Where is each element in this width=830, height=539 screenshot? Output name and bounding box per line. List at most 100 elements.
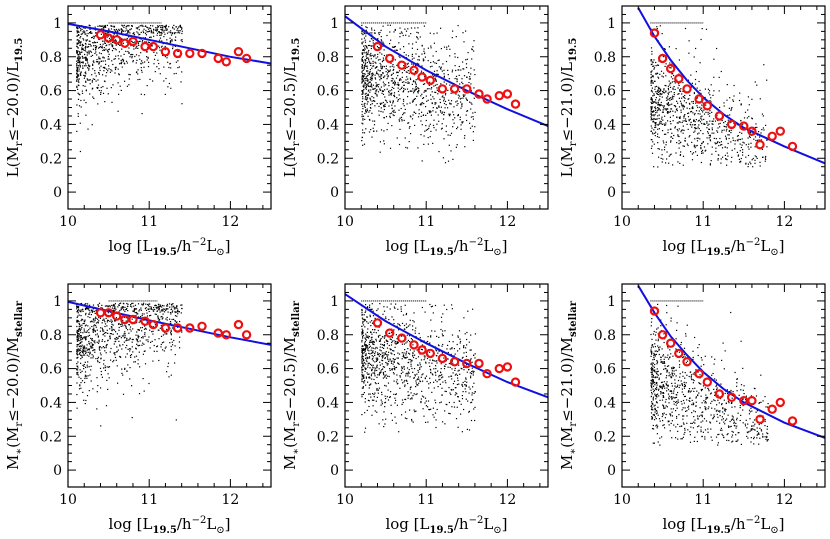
scatter-point [402,382,404,384]
scatter-point [465,114,467,116]
scatter-point [125,325,127,327]
scatter-point [102,92,105,94]
scatter-point [115,359,117,361]
scatter-point [103,28,105,30]
scatter-point [78,105,81,107]
scatter-point [691,126,693,128]
scatter-point [93,341,95,343]
scatter-point [99,61,101,63]
scatter-point [126,41,128,43]
scatter-point [375,400,377,402]
scatter-point [363,68,365,70]
scatter-point [118,329,120,331]
scatter-point [739,92,741,94]
scatter-point [381,355,383,357]
scatter-point [698,124,700,126]
scatter-point [420,401,422,404]
scatter-point [169,37,171,39]
scatter-point [109,338,111,340]
scatter-point [410,133,412,135]
scatter-point [683,96,685,98]
scatter-point [391,46,394,48]
scatter-point [425,125,427,127]
scatter-point [76,32,78,34]
scatter-point [755,123,757,125]
scatter-point [116,338,118,340]
scatter-point [657,124,660,126]
scatter-point [650,60,652,62]
scatter-point [369,321,371,323]
scatter-point [372,42,374,44]
scatter-point [87,335,89,337]
scatter-point [79,352,81,354]
scatter-point [654,125,656,127]
scatter-point [362,41,364,43]
scatter-point [417,384,419,386]
scatter-point [366,372,368,374]
scatter-point [458,95,461,97]
scatter-point [651,80,653,82]
scatter-point [126,307,128,310]
scatter-point [652,75,654,77]
scatter-point [417,87,419,89]
scatter-point [430,88,432,90]
scatter-point [142,304,144,306]
scatter-point [401,81,404,83]
scatter-point [398,143,401,146]
scatter-point [372,329,374,331]
scatter-point [85,351,87,353]
scatter-point [404,384,406,386]
scatter-point [428,88,430,90]
scatter-point [652,82,654,84]
scatter-point [667,89,670,91]
scatter-point [130,28,132,30]
scatter-point [651,102,653,105]
scatter-point [393,46,395,48]
scatter-point [145,41,148,43]
scatter-point [150,314,152,316]
scatter-point [681,93,683,95]
scatter-point [407,361,409,364]
scatter-point [366,75,368,77]
scatter-point [158,359,160,362]
scatter-point [93,327,95,329]
scatter-point [690,121,692,123]
scatter-point [708,123,710,125]
binned-point [233,319,244,330]
scatter-point [380,36,382,38]
scatter-point [362,119,364,121]
scatter-point [96,391,98,393]
scatter-point [382,419,384,421]
scatter-point [118,311,120,313]
scatter-point [88,51,90,53]
scatter-point [435,349,437,351]
scatter-point [457,126,459,128]
scatter-point [150,29,152,31]
scatter-point [87,351,89,353]
scatter-point [76,338,78,340]
scatter-point [461,103,463,105]
scatter-point [121,38,123,40]
scatter-point [687,116,690,118]
scatter-point [373,378,375,381]
scatter-point [702,102,704,104]
scatter-point [663,108,665,110]
scatter-point [80,347,82,349]
binned-point [674,73,684,84]
scatter-point [91,311,93,313]
scatter-point [153,307,155,309]
scatter-point [164,333,166,335]
scatter-point [650,80,652,82]
scatter-point [78,330,80,333]
scatter-point [432,407,434,409]
scatter-point [113,58,115,60]
scatter-point [673,105,675,107]
scatter-point [653,93,655,95]
scatter-point [147,303,149,306]
scatter-point [76,325,78,328]
scatter-point [697,137,699,139]
scatter-point [448,114,450,116]
scatter-point [711,111,713,113]
scatter-point [700,146,702,149]
scatter-point [455,418,458,420]
